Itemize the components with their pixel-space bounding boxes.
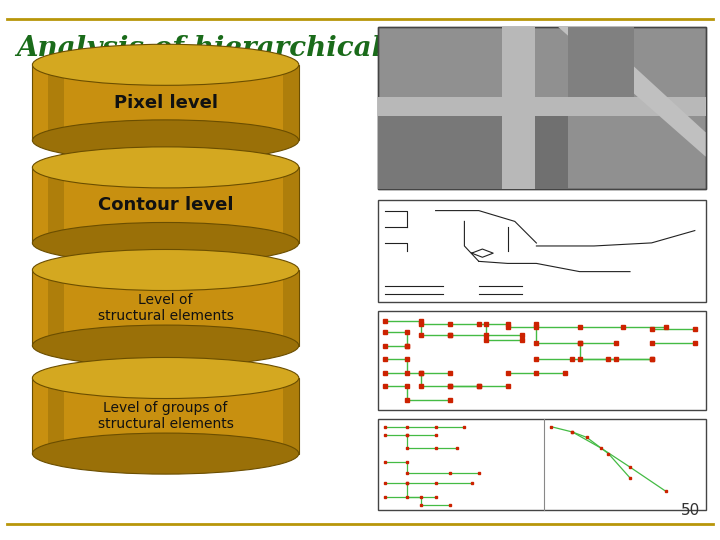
Bar [32, 270, 299, 346]
Ellipse shape [32, 325, 299, 366]
Bar [378, 97, 706, 116]
Bar [568, 27, 634, 97]
Ellipse shape [32, 120, 299, 161]
Bar [503, 27, 535, 189]
Bar [378, 116, 503, 189]
Text: Analysis of hierarchical representations: Analysis of hierarchical representations [16, 35, 637, 62]
Bar [48, 378, 64, 454]
Ellipse shape [32, 433, 299, 474]
Bar [378, 27, 706, 189]
Bar [378, 200, 706, 302]
Bar [32, 167, 299, 243]
Ellipse shape [32, 44, 299, 85]
Bar [378, 27, 706, 189]
Bar [48, 270, 64, 346]
Polygon shape [558, 27, 706, 157]
Ellipse shape [32, 357, 299, 399]
Bar [283, 167, 299, 243]
Bar [378, 418, 706, 510]
Ellipse shape [32, 249, 299, 291]
Bar [283, 378, 299, 454]
Text: Level of
structural elements: Level of structural elements [98, 293, 233, 323]
Bar [283, 65, 299, 140]
Bar [32, 65, 299, 140]
Ellipse shape [32, 147, 299, 188]
Text: Pixel level: Pixel level [114, 93, 217, 112]
Text: Level of groups of
structural elements: Level of groups of structural elements [98, 401, 233, 431]
Bar [378, 310, 706, 410]
Bar [32, 378, 299, 454]
Bar [48, 167, 64, 243]
Ellipse shape [32, 222, 299, 264]
Bar [283, 270, 299, 346]
Bar [48, 65, 64, 140]
Text: Contour level: Contour level [98, 196, 233, 214]
Bar [535, 116, 568, 189]
Text: 50: 50 [680, 503, 700, 518]
